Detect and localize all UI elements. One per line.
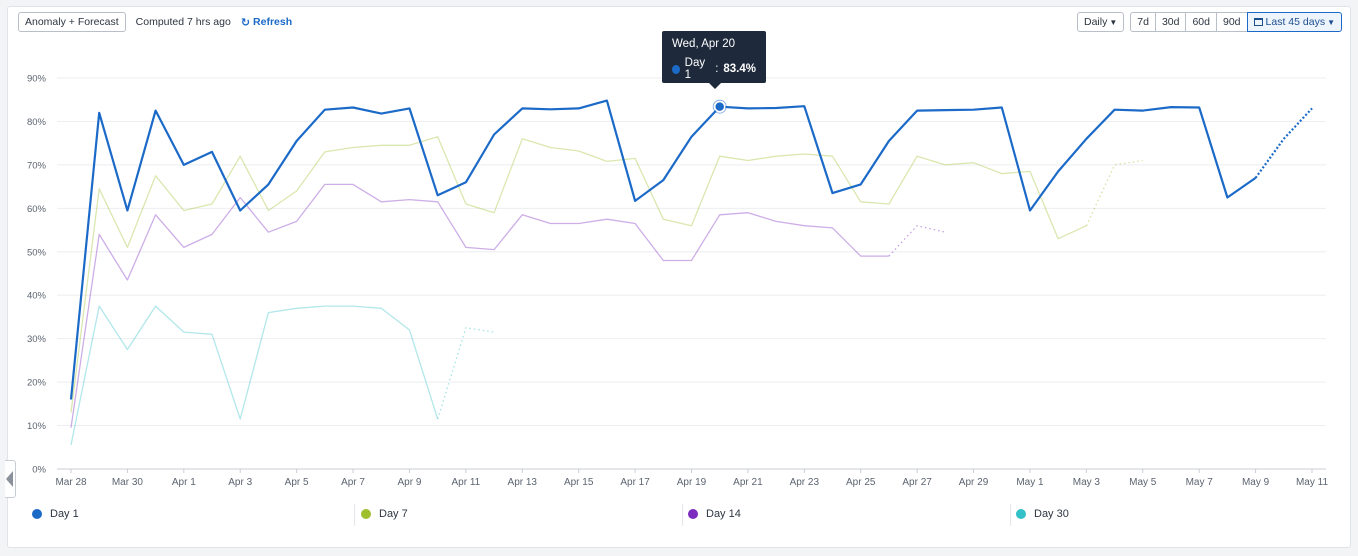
legend-label: Day 1 <box>50 508 79 520</box>
y-tick-label: 90% <box>27 74 47 85</box>
x-tick-label: Apr 19 <box>677 477 707 488</box>
forecast-line-day-7 <box>1085 159 1143 226</box>
tooltip-series-dot <box>672 64 680 74</box>
legend-divider <box>682 504 683 526</box>
legend-label: Day 7 <box>379 508 408 520</box>
legend-divider <box>1010 504 1011 526</box>
calendar-icon <box>1253 18 1263 26</box>
legend-dot <box>1016 509 1026 519</box>
chevron-down-icon: ▼ <box>1109 18 1118 27</box>
y-tick-label: 70% <box>27 160 47 171</box>
legend-label: Day 14 <box>706 508 741 520</box>
y-tick-label: 80% <box>27 117 47 128</box>
forecast-line-day-1 <box>1254 107 1313 179</box>
legend-item-day-14[interactable]: Day 14 <box>688 508 741 520</box>
legend-label: Day 30 <box>1034 508 1069 520</box>
y-tick-label: 0% <box>32 465 46 476</box>
x-tick-label: Apr 29 <box>959 477 989 488</box>
x-tick-label: May 7 <box>1186 477 1214 488</box>
legend-item-day-30[interactable]: Day 30 <box>1016 508 1069 520</box>
series-line-day-7 <box>70 136 1087 413</box>
x-tick-label: Mar 28 <box>55 477 87 488</box>
interval-dropdown[interactable]: Daily ▼ <box>1076 12 1125 32</box>
x-tick-label: Apr 15 <box>564 477 594 488</box>
x-tick-label: Apr 27 <box>902 477 932 488</box>
series-line-day-30 <box>70 305 439 446</box>
refresh-label: Refresh <box>253 16 293 28</box>
x-tick-label: Apr 9 <box>398 477 422 488</box>
x-tick-label: May 9 <box>1242 477 1270 488</box>
toolbar-right: Daily ▼ 7d 30d 60d 90d Last 45 days ▼ <box>1076 12 1342 32</box>
legend-dot <box>688 509 698 519</box>
tooltip-title: Wed, Apr 20 <box>672 38 736 50</box>
legend-dot <box>361 509 371 519</box>
date-range-dropdown[interactable]: Last 45 days ▼ <box>1246 12 1342 32</box>
x-tick-label: May 3 <box>1073 477 1101 488</box>
legend-item-day-7[interactable]: Day 7 <box>361 508 408 520</box>
y-tick-label: 50% <box>27 247 47 258</box>
series-line-day-14 <box>70 183 889 428</box>
toolbar-left: Anomaly + Forecast Computed 7 hrs ago ↻ … <box>18 12 292 32</box>
x-tick-label: Apr 23 <box>790 477 820 488</box>
y-tick-label: 20% <box>27 378 47 389</box>
anomaly-forecast-button[interactable]: Anomaly + Forecast <box>18 12 126 32</box>
x-tick-label: May 5 <box>1129 477 1157 488</box>
range-7d-button[interactable]: 7d <box>1130 12 1156 32</box>
highlight-point <box>713 100 726 113</box>
tooltip-series-name: Day 1 <box>684 57 706 81</box>
refresh-icon: ↻ <box>240 16 251 29</box>
x-tick-label: Apr 25 <box>846 477 876 488</box>
date-range-label: Last 45 days <box>1265 16 1326 28</box>
series-line-day-1 <box>69 99 1257 400</box>
tooltip-row: Day 1: 83.4% <box>672 57 756 81</box>
interval-label: Daily <box>1083 16 1108 28</box>
highlight-point-ring <box>712 99 727 114</box>
chart-legend: Day 1 Day 7 Day 14 Day 30 <box>24 504 1334 528</box>
x-tick-label: Apr 13 <box>508 477 538 488</box>
computed-status: Computed 7 hrs ago <box>135 16 231 28</box>
legend-dot <box>32 509 42 519</box>
refresh-button[interactable]: ↻ Refresh <box>241 16 292 29</box>
chevron-left-icon <box>6 471 13 487</box>
x-tick-label: Apr 5 <box>285 477 309 488</box>
range-selector: 7d 30d 60d 90d Last 45 days ▼ <box>1130 12 1342 32</box>
collapse-panel-handle[interactable] <box>5 460 16 498</box>
forecast-line-day-30 <box>437 327 495 420</box>
chart-tooltip: Wed, Apr 20 Day 1: 83.4% <box>662 31 766 89</box>
x-tick-label: Mar 30 <box>112 477 144 488</box>
y-tick-label: 60% <box>27 204 47 215</box>
x-tick-label: Apr 21 <box>733 477 763 488</box>
tooltip-value: 83.4% <box>723 63 756 75</box>
legend-divider <box>354 504 355 526</box>
x-tick-label: Apr 17 <box>620 477 650 488</box>
x-tick-label: May 1 <box>1016 477 1044 488</box>
x-tick-label: Apr 11 <box>451 477 480 488</box>
y-tick-label: 10% <box>27 421 47 432</box>
chart-card <box>7 6 1351 548</box>
y-tick-label: 40% <box>27 291 47 302</box>
x-tick-label: May 11 <box>1296 477 1328 488</box>
legend-item-day-1[interactable]: Day 1 <box>32 508 79 520</box>
x-tick-label: Apr 1 <box>172 477 196 488</box>
chevron-down-icon: ▼ <box>1327 18 1335 27</box>
x-tick-label: Apr 3 <box>228 477 252 488</box>
forecast-line-day-14 <box>888 224 946 257</box>
line-chart: 0% 10% 20% 30% 40% 50% 60% 70% 80% 90% Mar 28 Mar 3… <box>27 74 1328 489</box>
x-tick-label: Apr 7 <box>341 477 365 488</box>
y-tick-label: 30% <box>27 334 47 345</box>
range-60d-button[interactable]: 60d <box>1185 12 1217 32</box>
